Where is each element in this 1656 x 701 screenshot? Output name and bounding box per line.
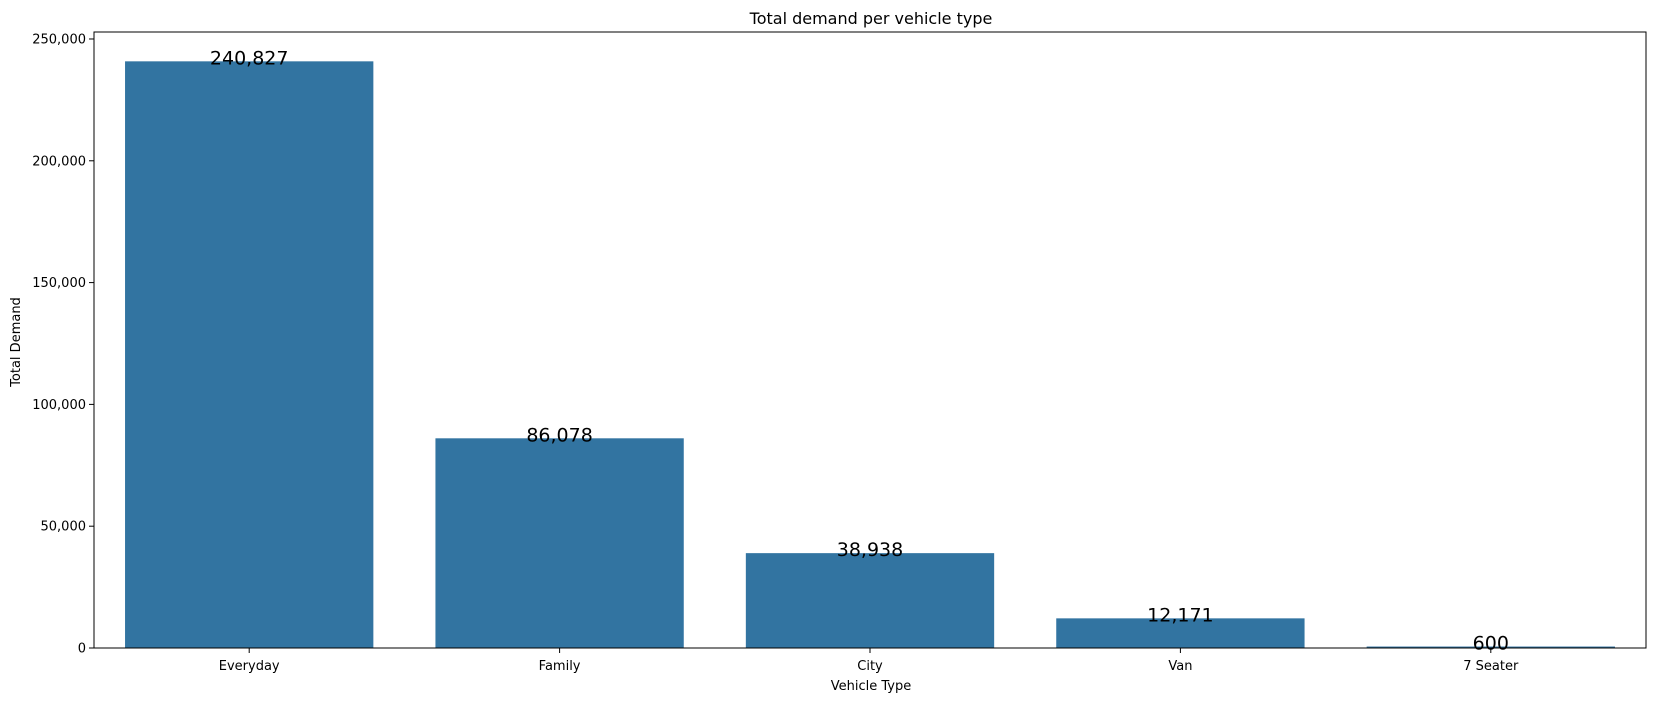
bar-value-label-4: 600: [1473, 633, 1509, 655]
bars-group: [125, 61, 1615, 648]
bar-1: [435, 438, 684, 648]
bar-value-label-3: 12,171: [1147, 604, 1213, 626]
y-tick-label-2: 100,000: [32, 398, 86, 413]
data-labels-group: 240,827 86,078 38,938 12,171 600: [210, 47, 1509, 654]
bar-value-label-0: 240,827: [210, 47, 289, 69]
y-tick-label-5: 250,000: [32, 32, 86, 47]
y-axis-ticks: 0 50,000 100,000 150,000 200,000 250,000: [32, 32, 94, 657]
bar-3: [1056, 618, 1305, 648]
x-axis-ticks: Everyday Family City Van 7 Seater: [219, 648, 1519, 674]
x-tick-label-3: Van: [1168, 659, 1192, 674]
y-tick-label-0: 0: [78, 642, 86, 657]
x-tick-label-4: 7 Seater: [1463, 659, 1519, 674]
y-tick-label-3: 150,000: [32, 276, 86, 291]
bar-2: [745, 553, 995, 648]
x-tick-label-2: City: [857, 659, 883, 674]
x-axis-label: Vehicle Type: [831, 679, 911, 694]
chart-title: Total demand per vehicle type: [749, 9, 993, 28]
bar-value-label-1: 86,078: [526, 424, 592, 446]
bar-value-label-2: 38,938: [837, 539, 903, 561]
bar-4: [1366, 646, 1615, 648]
y-axis-label: Total Demand: [9, 297, 24, 388]
y-tick-label-4: 200,000: [32, 154, 86, 169]
x-tick-label-1: Family: [539, 659, 581, 674]
plot-frame: [93, 31, 1647, 649]
y-tick-label-1: 50,000: [41, 520, 87, 535]
x-tick-label-0: Everyday: [219, 659, 280, 674]
bar-0: [125, 61, 374, 648]
